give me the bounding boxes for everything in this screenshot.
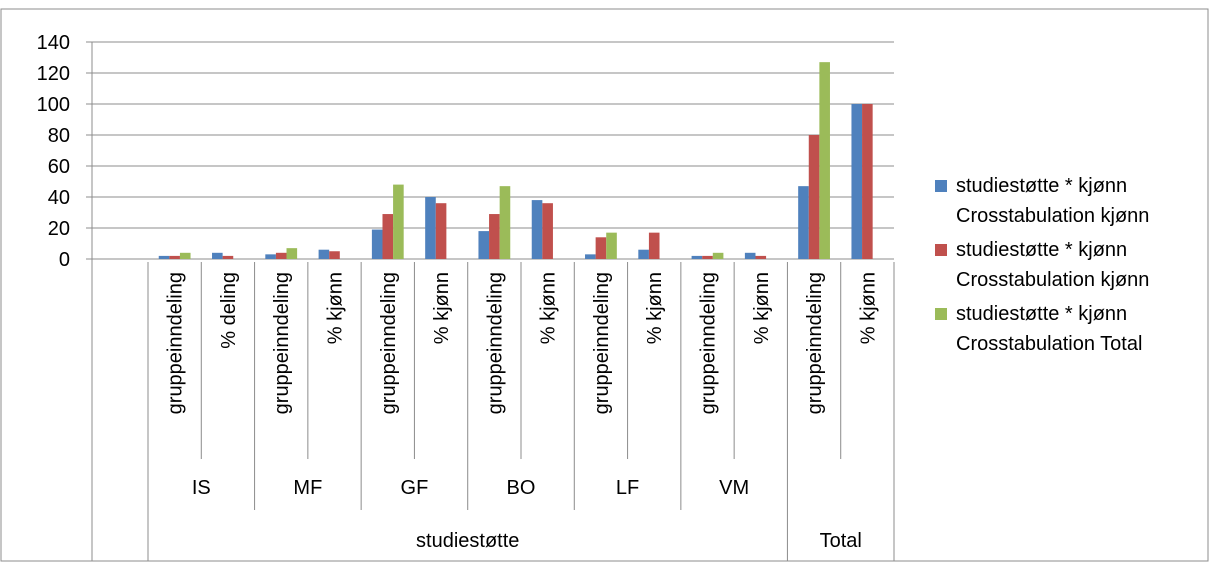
y-tick-label: 100 <box>37 94 70 116</box>
bar <box>393 184 404 259</box>
bar <box>691 255 703 259</box>
y-tick-label: 40 <box>48 187 70 209</box>
legend-label: studiestøtte * kjønn <box>956 303 1127 325</box>
legend-swatch <box>935 308 947 320</box>
bar <box>425 197 436 259</box>
bar <box>744 252 756 259</box>
category-label: % kjønn <box>325 272 347 344</box>
bar <box>755 255 767 259</box>
group-label: BO <box>507 477 536 499</box>
bar <box>862 104 873 259</box>
category-label: % deling <box>218 272 240 349</box>
bar <box>318 249 330 259</box>
y-tick-label: 140 <box>37 32 70 54</box>
bar <box>595 237 607 259</box>
legend-swatch <box>935 180 947 192</box>
category-label: % kjønn <box>431 272 453 344</box>
bar <box>798 186 809 259</box>
group-label: IS <box>192 477 211 499</box>
bar <box>329 251 340 259</box>
legend-label: Crosstabulation kjønn <box>956 205 1149 227</box>
category-label: gruppeinndeling <box>378 272 400 414</box>
bar <box>265 254 276 259</box>
bar <box>169 255 180 259</box>
y-tick-label: 80 <box>48 125 70 147</box>
legend-label: studiestøtte * kjønn <box>956 175 1127 197</box>
bar <box>851 104 863 259</box>
y-tick-label: 60 <box>48 156 70 178</box>
category-label: gruppeinndeling <box>698 272 720 414</box>
category-label: % kjønn <box>644 272 666 344</box>
bar <box>542 203 553 259</box>
bar <box>371 229 383 259</box>
bar <box>275 252 287 259</box>
category-label: gruppeinndeling <box>165 272 187 414</box>
y-tick-label: 120 <box>37 63 70 85</box>
group-label: VM <box>719 477 749 499</box>
category-label: gruppeinndeling <box>484 272 506 414</box>
bar <box>606 232 617 259</box>
category-label: gruppeinndeling <box>804 272 826 414</box>
group-label: MF <box>293 477 322 499</box>
bar <box>179 252 191 259</box>
bar <box>286 248 298 259</box>
bar <box>702 255 713 259</box>
bar <box>585 254 596 259</box>
bar <box>648 232 660 259</box>
supergroup-label: Total <box>820 530 862 552</box>
legend-swatch <box>935 244 947 256</box>
bar <box>382 214 394 259</box>
group-label: LF <box>616 477 639 499</box>
category-label: gruppeinndeling <box>271 272 293 414</box>
bar <box>158 255 170 259</box>
chart-border <box>0 8 1209 562</box>
legend-label: Crosstabulation Total <box>956 333 1142 355</box>
bar <box>489 214 500 259</box>
legend-label: studiestøtte * kjønn <box>956 239 1127 261</box>
bar <box>435 203 447 259</box>
bar <box>222 255 234 259</box>
bar <box>531 200 543 259</box>
bar <box>808 135 820 259</box>
category-label: % kjønn <box>751 272 773 344</box>
bar <box>499 186 511 259</box>
bar <box>819 62 830 260</box>
bar <box>638 249 649 259</box>
group-label: GF <box>401 477 429 499</box>
bar <box>712 252 724 259</box>
y-tick-label: 0 <box>59 249 70 271</box>
category-label: % kjønn <box>538 272 560 344</box>
category-label: gruppeinndeling <box>591 272 613 414</box>
bar <box>478 231 490 259</box>
category-label: % kjønn <box>857 272 879 344</box>
supergroup-label: studiestøtte <box>416 530 519 552</box>
bar <box>212 252 223 259</box>
legend-label: Crosstabulation kjønn <box>956 269 1149 291</box>
y-tick-label: 20 <box>48 218 70 240</box>
